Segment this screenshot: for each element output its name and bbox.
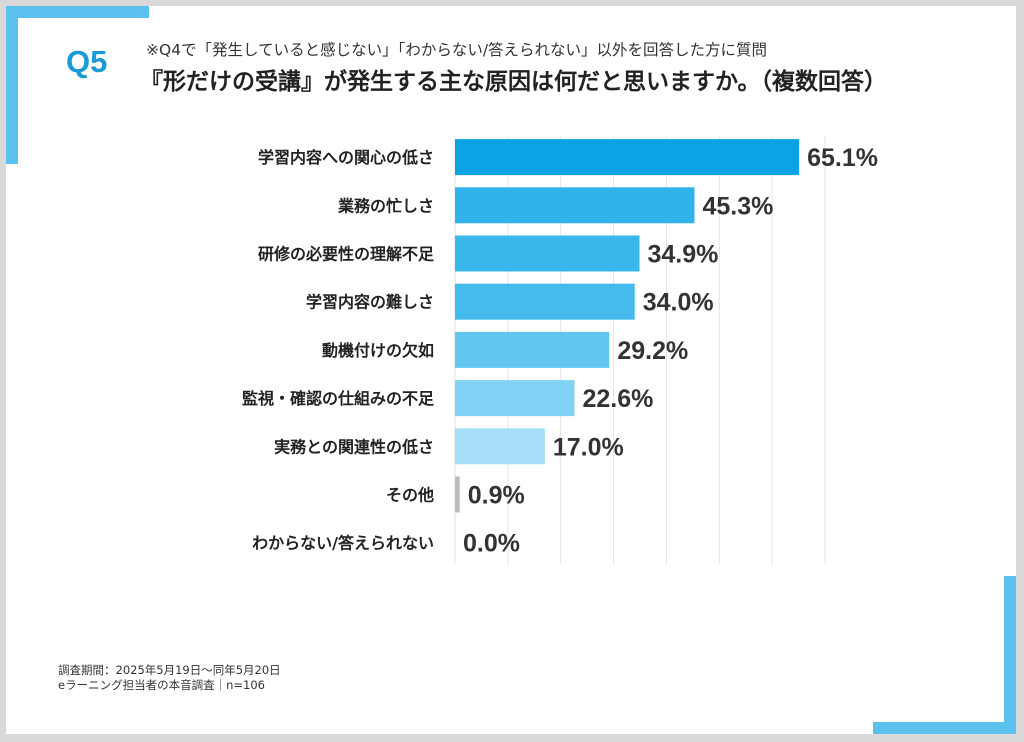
value-label: 34.9% xyxy=(647,241,718,269)
category-label: 動機付けの欠如 xyxy=(322,341,434,360)
corner-accent-top-left xyxy=(6,6,149,18)
survey-source: eラーニング担当者の本音調査｜n=106 xyxy=(58,678,265,692)
bars xyxy=(455,139,800,513)
category-label: 実務との関連性の低さ xyxy=(274,437,434,456)
category-label: わからない/答えられない xyxy=(252,534,434,553)
category-label: 学習内容の難しさ xyxy=(306,293,434,312)
bar xyxy=(455,331,610,368)
category-label: その他 xyxy=(386,486,434,505)
bar xyxy=(455,283,635,320)
bar xyxy=(455,139,800,176)
card xyxy=(6,6,1016,734)
bar xyxy=(455,380,575,417)
corner-accent-top-left-vertical xyxy=(6,6,18,164)
bar xyxy=(455,235,640,272)
value-label: 34.0% xyxy=(643,289,714,317)
question-title: 『形だけの受講』が発生する主な原因は何だと思いますか。（複数回答） xyxy=(140,69,888,95)
bar xyxy=(455,476,460,513)
corner-accent-bottom-right xyxy=(873,722,1016,734)
category-label: 業務の忙しさ xyxy=(337,196,434,215)
category-labels: 学習内容への関心の低さ業務の忙しさ研修の必要性の理解不足学習内容の難しさ動機付け… xyxy=(242,148,435,553)
category-label: 研修の必要性の理解不足 xyxy=(258,245,435,264)
value-label: 22.6% xyxy=(582,385,653,413)
value-label: 45.3% xyxy=(702,192,773,220)
bar xyxy=(455,187,695,224)
value-labels: 65.1% 45.3% 34.9% 34.0% 29.2% 22.6% 17.0% 0.9% 0… xyxy=(463,144,878,558)
survey-period: 調査期間：2025年5月19日〜同年5月20日 xyxy=(58,663,281,677)
question-note: ※Q4で「発生していると感じない」「わからない/答えられない」以外を回答した方に… xyxy=(146,41,768,59)
category-label: 監視・確認の仕組みの不足 xyxy=(242,389,435,408)
value-label: 29.2% xyxy=(617,337,688,365)
bar xyxy=(455,428,545,465)
corner-accent-bottom-right-vertical xyxy=(1004,576,1016,734)
footer: 調査期間：2025年5月19日〜同年5月20日 eラーニング担当者の本音調査｜n… xyxy=(58,663,281,693)
question-number: Q5 xyxy=(66,44,108,79)
value-label: 65.1% xyxy=(807,144,878,172)
value-label: 0.9% xyxy=(468,482,525,510)
value-label: 0.0% xyxy=(463,530,520,558)
category-label: 学習内容への関心の低さ xyxy=(258,148,434,167)
value-label: 17.0% xyxy=(553,433,624,461)
